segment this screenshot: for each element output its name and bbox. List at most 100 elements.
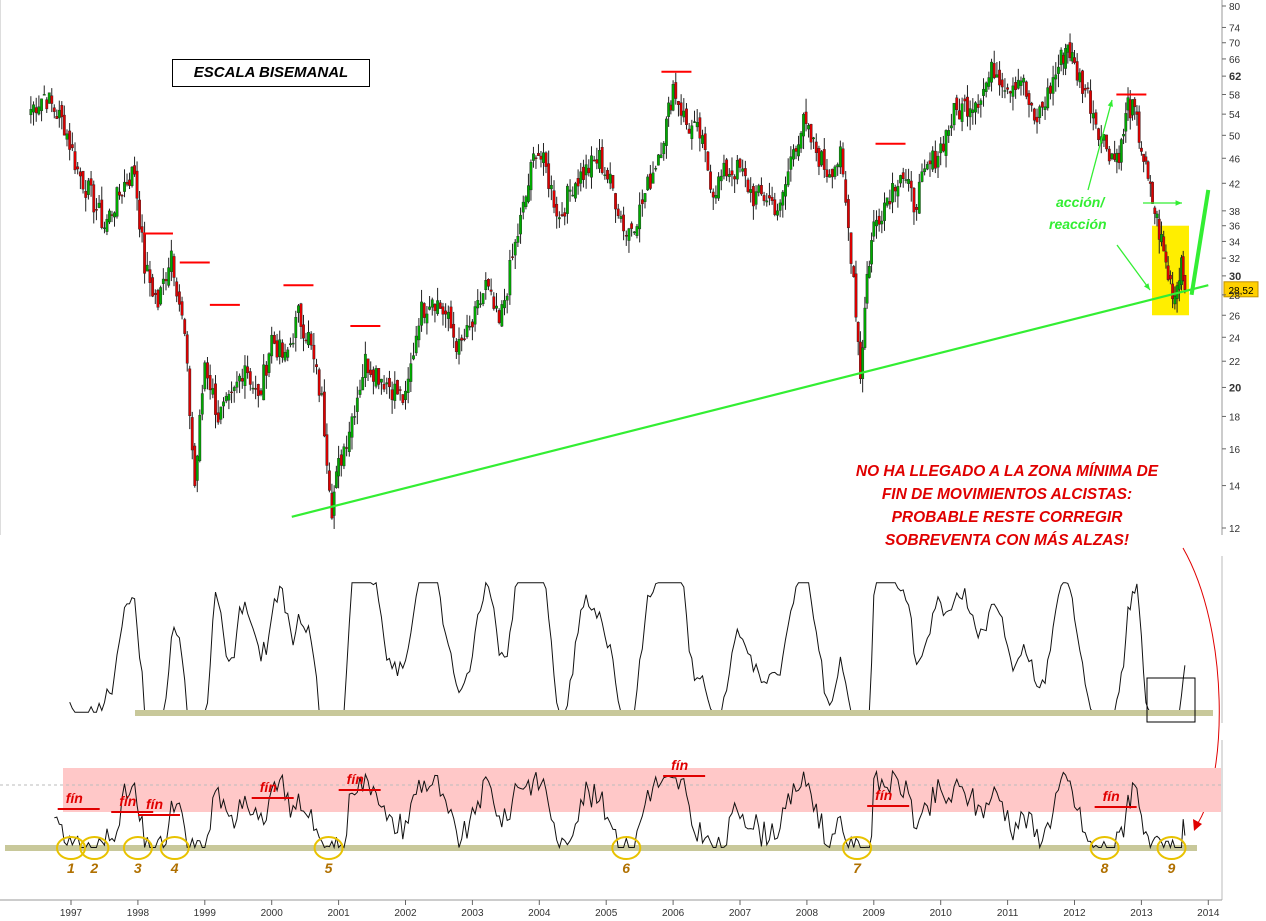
candle-body <box>846 199 850 229</box>
cycle-low-circle <box>56 836 86 860</box>
candle-body <box>830 168 834 178</box>
candle-body <box>337 458 340 477</box>
candle-body <box>1008 91 1012 94</box>
candle-body <box>693 121 696 123</box>
candle-body <box>875 219 878 227</box>
x-tick-label: 2000 <box>261 908 284 919</box>
candle-body <box>347 431 351 453</box>
candle-body <box>328 470 331 491</box>
candle-body <box>444 310 448 315</box>
candle-body <box>62 114 66 136</box>
candle-body <box>646 176 650 191</box>
candle-body <box>709 171 712 190</box>
candle-body <box>682 110 686 118</box>
candle-body <box>382 383 386 390</box>
candle-body <box>297 305 300 313</box>
candle-body <box>503 300 506 309</box>
candle-body <box>757 185 761 193</box>
candle-body <box>342 446 346 467</box>
candle-body <box>579 171 583 184</box>
candle-body <box>773 199 777 215</box>
candle-body <box>254 388 258 390</box>
candle-body <box>582 166 585 180</box>
candle-body <box>32 104 35 113</box>
accion-arrow-up <box>1087 99 1113 191</box>
candle-body <box>484 280 488 291</box>
candle-body <box>172 256 176 278</box>
y-tick-label: 20 <box>1229 382 1241 394</box>
candle-body <box>590 155 593 178</box>
reaccion-arrow <box>1116 244 1151 291</box>
candle-body <box>809 124 813 143</box>
cycle-low-circle <box>611 836 642 860</box>
candle-body <box>907 179 910 184</box>
candle-body <box>971 109 975 113</box>
candle-body <box>920 171 924 182</box>
candle-body <box>235 381 239 388</box>
candle-body <box>1030 102 1034 106</box>
candle-body <box>828 174 832 178</box>
candle-body <box>768 195 771 199</box>
candle-body <box>1094 112 1098 125</box>
candle-body <box>1133 98 1137 108</box>
candle-body <box>390 389 394 401</box>
candle-body <box>703 133 707 150</box>
candle-body <box>883 202 886 221</box>
candle-body <box>690 125 694 139</box>
candle-body <box>849 232 853 264</box>
candle-body <box>315 364 318 368</box>
y-tick-label: 38 <box>1229 207 1241 218</box>
candle-body <box>565 185 569 214</box>
candle-body <box>836 164 840 168</box>
y-tick-label: 12 <box>1229 524 1241 535</box>
candle-body <box>960 103 964 122</box>
candle-body <box>1073 57 1076 63</box>
candle-body <box>446 311 450 319</box>
x-tick-label: 2010 <box>930 908 953 919</box>
candle-body <box>430 299 434 308</box>
candle-body <box>438 302 442 309</box>
candle-body <box>97 202 101 208</box>
candle-body <box>619 216 623 219</box>
candle-body <box>211 388 215 395</box>
candle-body <box>677 100 680 105</box>
candle-body <box>299 303 303 327</box>
candle-body <box>1051 77 1055 94</box>
candle-body <box>854 273 858 318</box>
candle-body <box>291 342 295 345</box>
candle-body <box>872 221 876 237</box>
candle-body <box>984 82 988 92</box>
candle-body <box>190 417 194 451</box>
candle-body <box>792 149 795 160</box>
candle-body <box>1105 134 1109 150</box>
candle-body <box>917 181 921 214</box>
candle-body <box>982 88 985 96</box>
candle-body <box>369 369 373 375</box>
candle-body <box>1049 85 1052 94</box>
y-tick-label: 70 <box>1229 39 1241 50</box>
y-tick-label: 62 <box>1229 71 1241 83</box>
candle-body <box>1019 80 1023 86</box>
candle-body <box>1075 61 1079 81</box>
candle-body <box>50 95 54 104</box>
cycle-low-circle <box>1089 836 1120 860</box>
candle-body <box>159 287 163 305</box>
fin-mark-label: fín <box>1103 788 1120 804</box>
x-tick-label: 2003 <box>461 908 484 919</box>
candle-body <box>1122 133 1125 137</box>
candle-body <box>198 414 202 462</box>
candle-body <box>901 172 905 180</box>
candle-body <box>648 173 652 189</box>
note-line-4: SOBREVENTA CON MÁS ALZAS! <box>885 532 1129 549</box>
candle-body <box>371 369 375 382</box>
y-tick-label: 18 <box>1229 412 1241 423</box>
price-tag-box <box>1223 281 1259 298</box>
fin-mark-label: fín <box>671 757 688 773</box>
candle-body <box>600 147 604 173</box>
candle-body <box>1003 90 1007 92</box>
candle-body <box>70 144 74 149</box>
candle-body <box>598 150 601 169</box>
candle-body <box>92 184 96 213</box>
candle-body <box>880 220 884 225</box>
candle-body <box>936 155 940 168</box>
